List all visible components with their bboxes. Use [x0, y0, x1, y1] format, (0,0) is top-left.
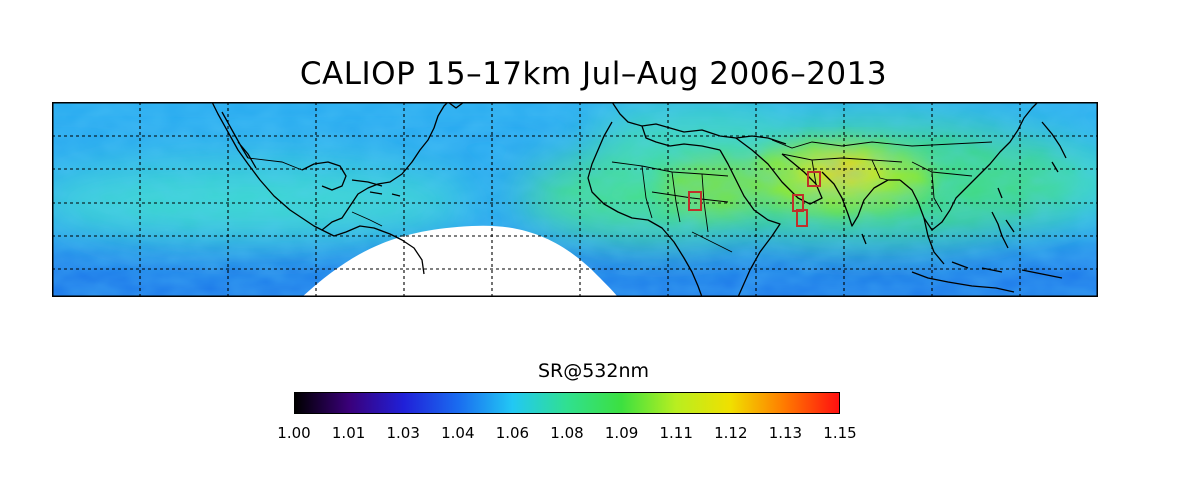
coast-north-america [211, 102, 449, 231]
coast-africa [587, 121, 781, 297]
highlight-boxes [688, 171, 821, 227]
country-borders [247, 139, 993, 253]
colorbar-tick-label: 1.00 [277, 424, 311, 442]
highlight-box-red-sea [688, 191, 702, 211]
coast-gulf [301, 161, 347, 191]
coast-srilanka [861, 233, 867, 245]
colorbar-ticks: 1.00 1.01 1.03 1.04 1.06 1.08 1.09 1.11 1.12 1.13… [277, 424, 856, 448]
colorbar-tick-label: 1.01 [331, 424, 366, 442]
gridlines [52, 102, 1098, 297]
colorbar-tick-label: 1.13 [768, 424, 803, 442]
coast-se-asia [899, 102, 1039, 231]
coast-caribbean [351, 179, 401, 197]
coast-europe [611, 102, 787, 151]
colorbar-label: SR@532nm [537, 360, 650, 382]
colorbar-tick-label: 1.11 [659, 424, 693, 442]
coast-indonesia [911, 217, 1063, 293]
map-border [52, 102, 1098, 297]
highlight-box-india-central-2 [796, 209, 808, 227]
missing-data-region [302, 225, 618, 297]
coast-arabia [735, 137, 823, 205]
sr-map [52, 102, 1098, 297]
coast-india [821, 171, 900, 227]
coast-philippines [991, 211, 1015, 249]
colorbar-tick-label: 1.06 [495, 424, 530, 442]
colorbar-tick-label: 1.08 [550, 424, 584, 442]
coastlines [211, 102, 1067, 297]
colorbar [294, 392, 840, 414]
colorbar-tick-label: 1.12 [714, 424, 748, 442]
coast-baja [221, 111, 257, 169]
coast-south-america [321, 225, 425, 275]
colorbar-tick-label: 1.03 [386, 424, 420, 442]
plot-title: CALIOP 15–17km Jul–Aug 2006–2013 [299, 56, 888, 92]
coast-north-atlantic [447, 102, 465, 109]
colorbar-tick-label: 1.09 [604, 424, 639, 442]
colorbar-tick-label: 1.04 [441, 424, 475, 442]
highlight-box-india-north [807, 171, 821, 187]
coast-taiwan [997, 187, 1003, 199]
coast-japan [1041, 121, 1067, 173]
colorbar-tick-label: 1.15 [823, 424, 857, 442]
